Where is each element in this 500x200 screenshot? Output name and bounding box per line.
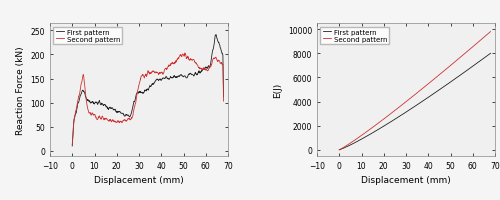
Line: First pattern: First pattern	[72, 35, 224, 146]
First pattern	[168, 77, 174, 79]
First pattern	[112, 109, 118, 111]
Second pattern	[336, 149, 342, 151]
First pattern	[213, 34, 219, 37]
First pattern	[436, 90, 442, 92]
Line: First pattern: First pattern	[339, 54, 490, 150]
Line: Second pattern: Second pattern	[339, 32, 490, 150]
First pattern	[117, 111, 123, 114]
Second pattern	[182, 53, 188, 55]
Second pattern	[117, 121, 123, 123]
Second pattern	[187, 59, 193, 62]
First pattern	[206, 65, 212, 68]
Second pattern	[454, 60, 460, 62]
First pattern	[106, 107, 112, 109]
First pattern	[384, 123, 390, 126]
X-axis label: Displacement (mm): Displacement (mm)	[361, 175, 451, 184]
First pattern	[220, 96, 226, 99]
Second pattern	[436, 75, 442, 77]
Text: (a): (a)	[131, 198, 147, 200]
Second pattern	[379, 120, 385, 122]
First pattern	[472, 64, 478, 66]
Second pattern	[168, 64, 174, 66]
Y-axis label: E(J): E(J)	[274, 82, 282, 98]
Second pattern	[488, 31, 494, 34]
Y-axis label: Reaction Force (kN): Reaction Force (kN)	[16, 46, 25, 134]
First pattern	[454, 77, 460, 79]
Second pattern	[106, 120, 112, 123]
Second pattern	[472, 44, 478, 46]
Legend: First pattern, Second pattern: First pattern, Second pattern	[320, 27, 389, 45]
Second pattern	[220, 100, 226, 103]
Second pattern	[384, 116, 390, 118]
First pattern	[69, 145, 75, 147]
Text: (b): (b)	[398, 198, 414, 200]
Legend: First pattern, Second pattern: First pattern, Second pattern	[54, 27, 122, 45]
First pattern	[187, 73, 193, 75]
Line: Second pattern: Second pattern	[72, 54, 224, 145]
Second pattern	[374, 124, 380, 126]
Second pattern	[112, 121, 118, 123]
First pattern	[336, 149, 342, 151]
First pattern	[374, 130, 380, 132]
First pattern	[488, 53, 494, 55]
Second pattern	[69, 144, 75, 146]
First pattern	[379, 126, 385, 129]
Second pattern	[206, 68, 212, 70]
X-axis label: Displacement (mm): Displacement (mm)	[94, 175, 184, 184]
